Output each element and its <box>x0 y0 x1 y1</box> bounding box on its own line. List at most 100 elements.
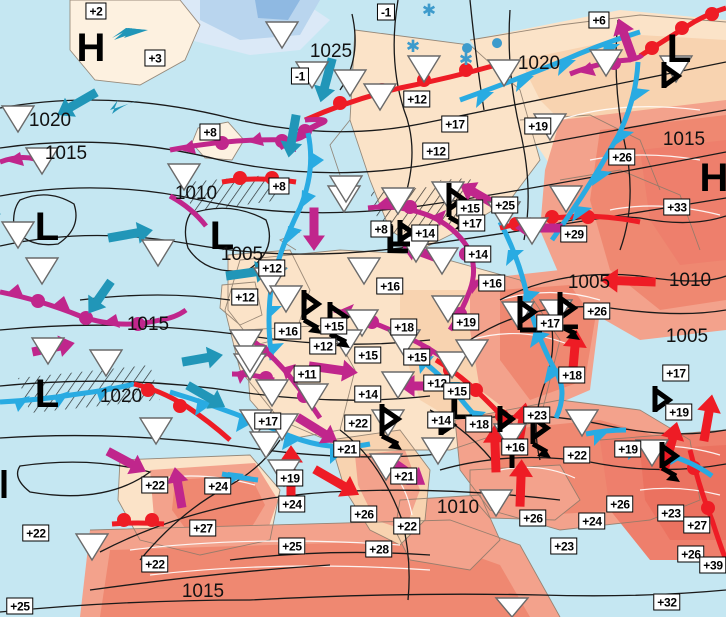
temperature-label: +23 <box>657 504 685 522</box>
snowflake-icon: ✱ <box>421 1 437 21</box>
temperature-label: +8 <box>199 123 221 141</box>
cold-front-mediterranean-east <box>585 427 627 446</box>
temperature-label: +15 <box>320 317 348 335</box>
temperature-label: +14 <box>427 411 455 429</box>
temperature-label: +23 <box>550 537 578 555</box>
temperature-label: +16 <box>478 274 506 292</box>
temperature-label: +25 <box>491 196 519 214</box>
temperature-label: +15 <box>443 382 471 400</box>
temperature-label: +33 <box>663 198 691 216</box>
temperature-label: +18 <box>558 366 586 384</box>
isobar-value-label: 1020 <box>28 110 72 131</box>
temperature-label: +22 <box>344 414 372 432</box>
temperature-label: +24 <box>578 512 606 530</box>
temperature-label: +27 <box>189 519 217 537</box>
temperature-label: +19 <box>276 469 304 487</box>
temperature-label: +16 <box>376 277 404 295</box>
low-pressure-marker: L <box>666 27 692 71</box>
high-pressure-marker: H <box>76 26 106 70</box>
isobar-value-label: 1015 <box>126 314 170 335</box>
isobar-value-label: 1020 <box>99 386 143 407</box>
isobar-value-label: 1010 <box>174 183 218 204</box>
isobar-value-label: 1010 <box>436 497 480 518</box>
temperature-label: +18 <box>390 318 418 336</box>
temperature-label: +12 <box>403 90 431 108</box>
front-system-southwest <box>0 381 232 442</box>
temperature-label: +17 <box>254 412 282 430</box>
temperature-label: +26 <box>606 495 634 513</box>
temperature-label: -1 <box>376 3 396 21</box>
temperature-label: +21 <box>390 467 418 485</box>
temperature-label: +23 <box>523 406 551 424</box>
temperature-label: +19 <box>665 403 693 421</box>
temperature-label: +6 <box>588 11 610 29</box>
temperature-label: +12 <box>231 288 259 306</box>
isobar-value-label: 1015 <box>662 129 706 150</box>
temperature-label: +17 <box>458 214 486 232</box>
temperature-label: +16 <box>501 438 529 456</box>
isobar-value-label: 1005 <box>567 272 611 293</box>
raindrop-icon: ● <box>461 40 473 56</box>
snowflake-icon: ✱ <box>405 37 421 57</box>
temperature-label: +28 <box>365 540 393 558</box>
temperature-label: +17 <box>441 115 469 133</box>
temperature-label: +8 <box>268 177 290 195</box>
occluded-front-ireland <box>168 193 208 228</box>
temperature-label: +14 <box>464 245 492 263</box>
temperature-label: +19 <box>452 313 480 331</box>
temperature-label: +12 <box>422 142 450 160</box>
isobar-value-label: 1015 <box>44 143 88 164</box>
temperature-label: +2 <box>85 2 107 20</box>
temperature-label: +25 <box>6 597 34 615</box>
temperature-label: +24 <box>204 477 232 495</box>
temperature-label: +25 <box>278 537 306 555</box>
temperature-label: +26 <box>608 148 636 166</box>
temperature-label: +14 <box>354 385 382 403</box>
temperature-label: +39 <box>699 556 726 574</box>
cold-front-ne-south <box>549 61 650 242</box>
cold-front-uk <box>266 132 324 361</box>
warm-front-northeast <box>638 5 726 59</box>
temperature-label: +26 <box>583 302 611 320</box>
isobar-value-label: 1020 <box>517 53 561 74</box>
temperature-label: +22 <box>563 446 591 464</box>
temperature-label: +17 <box>662 364 690 382</box>
high-pressure-marker: H <box>699 156 726 200</box>
temperature-label: +22 <box>141 555 169 573</box>
temperature-label: +21 <box>333 440 361 458</box>
isobar-value-label: 1025 <box>309 41 353 62</box>
temperature-label: +22 <box>22 524 50 542</box>
isobar-value-label: 1005 <box>665 326 709 347</box>
low-pressure-marker: L <box>34 372 60 416</box>
isobar-value-label: 1010 <box>668 270 712 291</box>
temperature-label: +22 <box>141 476 169 494</box>
temperature-label: +8 <box>370 220 392 238</box>
temperature-label: +15 <box>354 346 382 364</box>
temperature-label: -1 <box>290 67 310 85</box>
temperature-label: +15 <box>403 348 431 366</box>
low-pressure-marker: L <box>34 205 60 249</box>
warm-front-morocco <box>111 513 165 527</box>
temperature-label: +14 <box>411 224 439 242</box>
temperature-label: +12 <box>258 259 286 277</box>
temperature-label: +18 <box>465 415 493 433</box>
temperature-label: +27 <box>683 516 711 534</box>
temperature-label: +16 <box>274 322 302 340</box>
temperature-label: +19 <box>614 440 642 458</box>
temperature-label: +3 <box>144 49 166 67</box>
snowflake-icon: ✱ <box>458 50 474 70</box>
isobar-value-label: 1015 <box>181 581 225 602</box>
temperature-label: +12 <box>309 337 337 355</box>
temperature-label: +26 <box>677 545 705 563</box>
temperature-label: +17 <box>536 314 564 332</box>
warm-front-north <box>303 61 501 123</box>
temperature-label: +32 <box>653 593 681 611</box>
temperature-label: +24 <box>278 495 306 513</box>
raindrop-icon: ● <box>491 35 503 51</box>
temperature-label: +19 <box>524 117 552 135</box>
temperature-label: +22 <box>393 517 421 535</box>
low-pressure-marker: L <box>209 214 235 258</box>
isobar-value-label: 1005 <box>220 244 264 265</box>
